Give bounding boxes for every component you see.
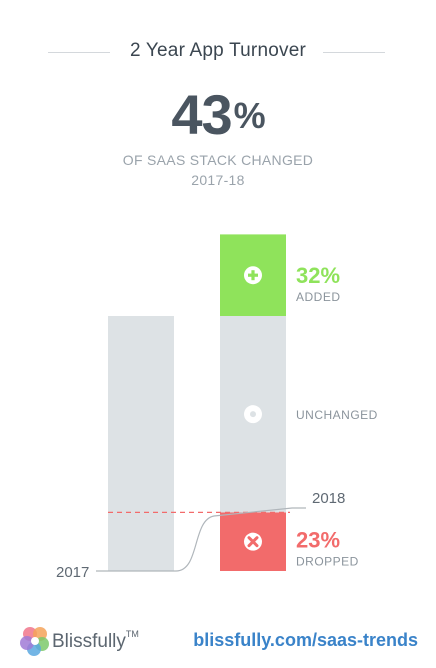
headline-value: 43	[171, 83, 232, 146]
headline-percent: 43%	[0, 82, 436, 147]
footer-brand: BlissfullyTM	[52, 629, 139, 653]
year-label-2017: 2017	[56, 564, 89, 581]
dropped-name-label: DROPPED	[296, 555, 359, 569]
added-percent-label: 32%	[296, 263, 340, 288]
bar-2017	[108, 316, 174, 571]
x-icon-stroke-2	[247, 536, 259, 548]
chart-title: 2 Year App Turnover	[130, 40, 306, 61]
blissfully-logo-icon	[20, 627, 49, 656]
subtitle-line-2: 2017-18	[191, 172, 245, 188]
footer-trademark: TM	[125, 629, 139, 639]
subtitle-line-1: OF SAAS STACK CHANGED	[122, 152, 314, 168]
year-connector-line	[96, 507, 306, 572]
title-rule-left	[48, 52, 110, 53]
subtitle: OF SAAS STACK CHANGED 2017-18	[0, 150, 436, 190]
dropped-percent-label: 23%	[296, 528, 340, 553]
footer-brand-name: Blissfully	[52, 631, 126, 652]
headline-symbol: %	[233, 95, 266, 136]
title-rule-right	[323, 52, 385, 53]
title-row: 2 Year App Turnover	[0, 40, 436, 66]
plus-icon-v	[251, 270, 255, 281]
stacked-bar-chart: 32% ADDED UNCHANGED 23% DROPPED 2018 2017	[56, 234, 378, 581]
dot-icon-center	[250, 411, 256, 418]
year-label-2018: 2018	[312, 490, 345, 507]
unchanged-name-label: UNCHANGED	[296, 408, 378, 422]
added-name-label: ADDED	[296, 290, 341, 304]
footer-url-link[interactable]: blissfully.com/saas-trends	[193, 630, 418, 650]
